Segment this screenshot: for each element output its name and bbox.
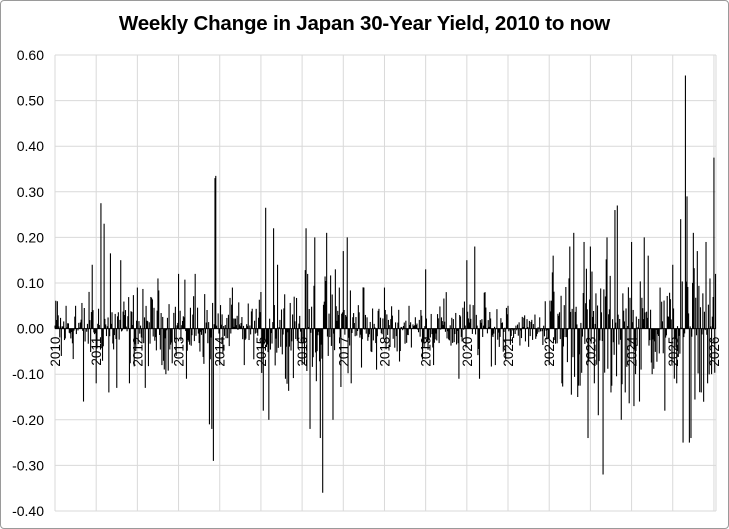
x-tick-label: 2020 bbox=[460, 337, 475, 367]
y-tick-label: -0.30 bbox=[12, 457, 44, 473]
y-axis-ticks: -0.40 -0.30 -0.20 -0.10 0.00 0.10 0.20 0.30 0.40… bbox=[12, 47, 44, 519]
x-tick-label: 2011 bbox=[89, 337, 104, 366]
x-tick-label: 2023 bbox=[583, 337, 598, 367]
x-axis-ticks: 2010 2011 2012 2013 2014 2015 2016 2017 2018 2019… bbox=[48, 336, 722, 367]
y-tick-label: 0.40 bbox=[17, 138, 44, 154]
data-bars bbox=[54, 75, 717, 493]
x-tick-label: 2014 bbox=[213, 336, 228, 367]
y-tick-label: 0.10 bbox=[17, 275, 44, 291]
x-tick-label: 2018 bbox=[377, 337, 392, 367]
x-tick-label: 2015 bbox=[254, 337, 269, 367]
x-tick-label: 2019 bbox=[419, 337, 434, 367]
x-tick-label: 2010 bbox=[48, 337, 63, 367]
x-tick-label: 2013 bbox=[172, 337, 187, 367]
y-tick-label: 0.50 bbox=[17, 93, 44, 109]
x-tick-label: 2025 bbox=[666, 337, 681, 367]
y-tick-label: 0.30 bbox=[17, 184, 44, 200]
x-tick-label: 2026 bbox=[707, 337, 722, 367]
y-tick-label: -0.10 bbox=[12, 366, 44, 382]
chart-title: Weekly Change in Japan 30-Year Yield, 20… bbox=[118, 12, 611, 35]
y-tick-label: -0.40 bbox=[12, 503, 44, 519]
x-tick-label: 2012 bbox=[130, 337, 145, 367]
x-tick-label: 2016 bbox=[295, 337, 310, 367]
y-tick-label: -0.20 bbox=[12, 412, 44, 428]
x-tick-label: 2024 bbox=[625, 336, 640, 367]
y-tick-label: 0.20 bbox=[17, 229, 44, 245]
x-tick-label: 2022 bbox=[542, 337, 557, 367]
y-tick-label: 0.60 bbox=[17, 47, 44, 63]
y-tick-label: 0.00 bbox=[17, 321, 44, 337]
x-tick-label: 2017 bbox=[336, 337, 351, 367]
x-tick-label: 2021 bbox=[501, 337, 516, 367]
